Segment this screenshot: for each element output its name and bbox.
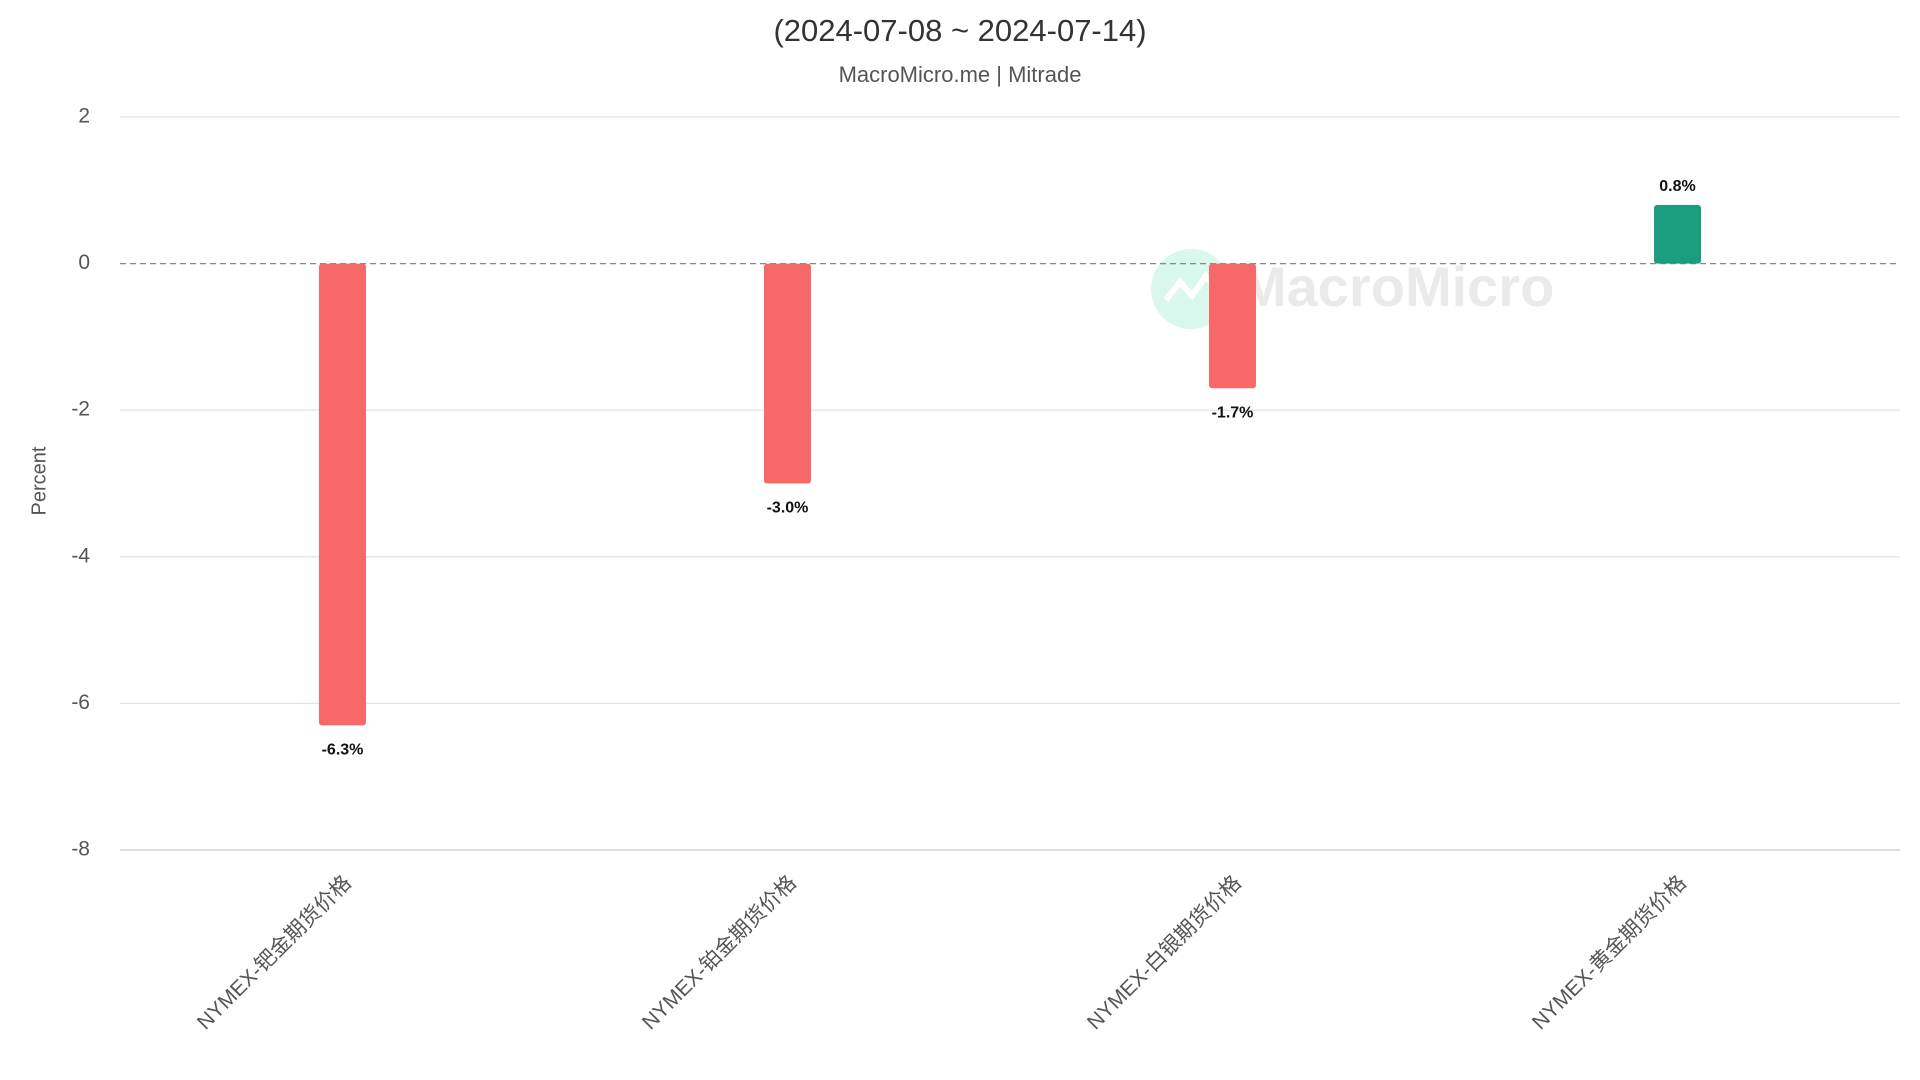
- x-tick-label: NYMEX-铂金期货价格: [638, 871, 801, 1034]
- y-tick-label: -2: [71, 398, 90, 421]
- bar: [764, 263, 811, 484]
- bar: [319, 263, 366, 726]
- y-tick-label: -8: [71, 838, 90, 861]
- y-tick-label: -4: [71, 544, 90, 567]
- y-axis-label: Percent: [28, 446, 50, 515]
- chart-subtitle: MacroMicro.me | Mitrade: [839, 62, 1082, 87]
- watermark: MacroMicro: [1240, 255, 1554, 318]
- value-label: -1.7%: [1212, 404, 1254, 421]
- value-label: -3.0%: [767, 500, 809, 517]
- value-label: -6.3%: [322, 742, 364, 759]
- x-tick-label: NYMEX-钯金期货价格: [193, 871, 356, 1034]
- x-tick-label: NYMEX-黄金期货价格: [1528, 871, 1691, 1034]
- x-tick-label: NYMEX-白银期货价格: [1083, 871, 1246, 1034]
- value-label: 0.8%: [1659, 178, 1695, 195]
- chart-title: (2024-07-08 ~ 2024-07-14): [773, 13, 1146, 48]
- y-tick-label: 2: [78, 105, 90, 128]
- bar: [1209, 263, 1256, 389]
- y-tick-label: -6: [71, 691, 90, 714]
- bar: [1654, 204, 1701, 264]
- y-tick-label: 0: [78, 251, 90, 274]
